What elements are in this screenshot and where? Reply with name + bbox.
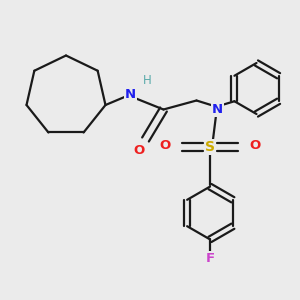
Text: H: H <box>142 74 152 88</box>
Text: F: F <box>206 252 214 266</box>
Text: O: O <box>249 139 261 152</box>
Text: N: N <box>125 88 136 101</box>
Text: N: N <box>212 103 223 116</box>
Text: O: O <box>134 143 145 157</box>
Text: S: S <box>205 140 215 154</box>
Text: O: O <box>159 139 171 152</box>
